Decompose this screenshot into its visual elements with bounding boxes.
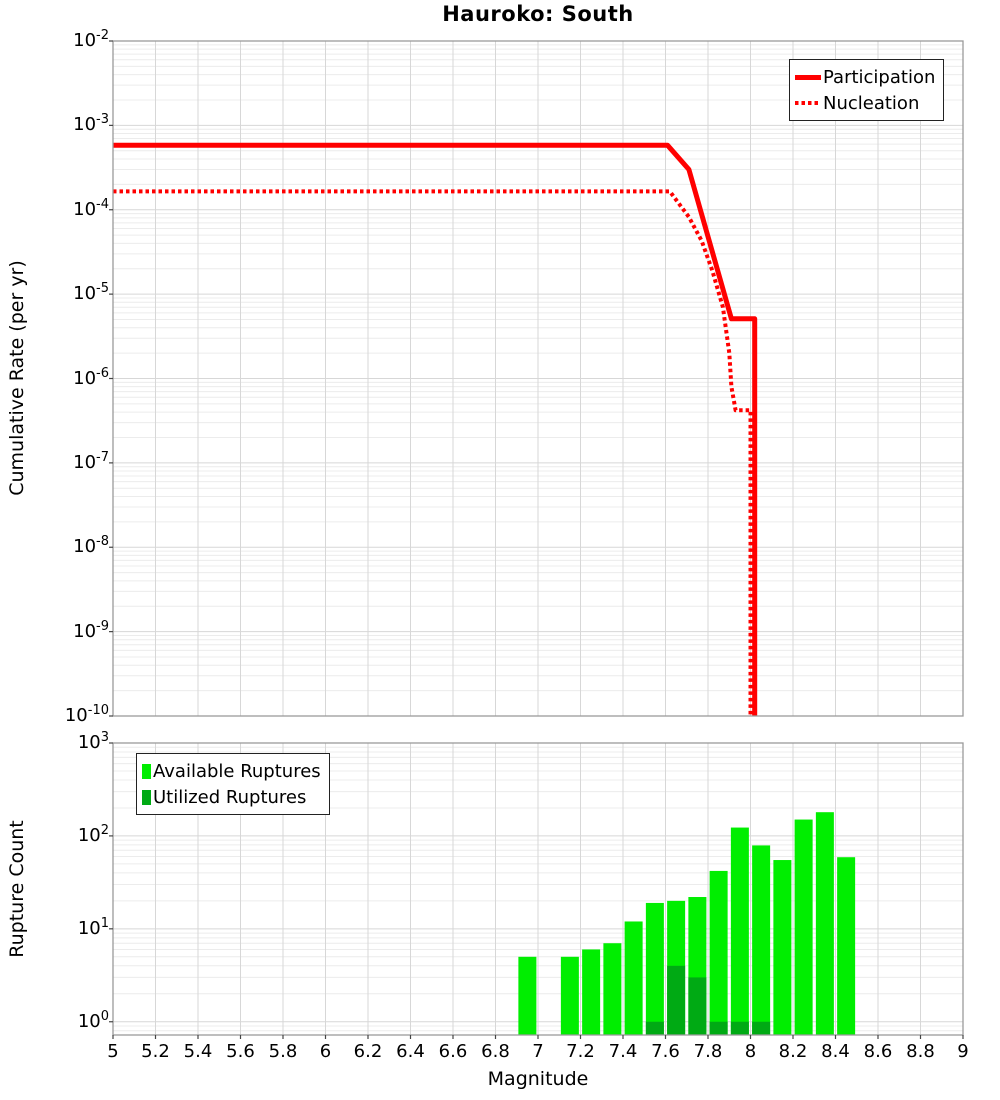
available-bar — [815, 812, 834, 1035]
utilized-bar — [709, 1021, 728, 1035]
utilized-bar — [667, 965, 686, 1035]
utilized-bar — [645, 1021, 664, 1035]
utilized-bar — [730, 1021, 749, 1035]
available-bar — [794, 819, 813, 1035]
available-bar — [837, 857, 856, 1035]
y-axis-title-bottom: Rupture Count — [6, 820, 28, 958]
x-tick-label: 8.8 — [906, 1041, 935, 1062]
y-tick-label: 10-9 — [73, 618, 109, 642]
x-tick-label: 8.6 — [863, 1041, 893, 1062]
rupture-count-plot — [109, 742, 964, 1039]
x-tick-label: 9 — [957, 1041, 969, 1062]
nucleation-line-swatch — [795, 101, 821, 105]
y-tick-label: 10-3 — [73, 112, 109, 136]
nucleation-label: Nucleation — [823, 92, 920, 114]
participation-line — [113, 142, 758, 716]
utilized-ruptures-swatch — [142, 789, 151, 805]
y-tick-label: 10-10 — [64, 703, 109, 726]
nucleation-line — [113, 189, 753, 716]
utilized-bar — [688, 977, 707, 1035]
x-tick-label: 6.8 — [481, 1041, 510, 1062]
chart-title: Hauroko: South — [442, 2, 634, 26]
legend-row-participation: Participation — [795, 64, 935, 90]
participation-line-swatch — [795, 74, 821, 80]
x-tick-label: 7.6 — [651, 1041, 680, 1062]
available-bar — [560, 956, 579, 1035]
y-tick-label: 10-5 — [73, 281, 109, 305]
y-tick-label: 10-2 — [73, 28, 109, 51]
rate-plot — [109, 40, 964, 717]
available-bar — [624, 921, 643, 1035]
participation-label: Participation — [823, 66, 936, 88]
rupture-legend: Available Ruptures Utilized Ruptures — [136, 753, 330, 815]
y-tick-label: 10-8 — [73, 534, 109, 558]
y-tick-label: 10-6 — [73, 365, 109, 389]
utilized-bar — [752, 1021, 771, 1035]
available-bar — [709, 870, 728, 1035]
x-tick-label: 6.6 — [438, 1041, 468, 1062]
available-bar — [773, 860, 792, 1035]
x-tick-label: 5.8 — [268, 1041, 298, 1062]
x-tick-label: 7.4 — [608, 1041, 638, 1062]
rate-legend: Participation Nucleation — [789, 59, 945, 121]
y-tick-label: 10-7 — [73, 449, 109, 473]
x-tick-label: 7.2 — [566, 1041, 595, 1062]
x-tick-label: 5 — [107, 1041, 119, 1062]
x-tick-label: 8.4 — [821, 1041, 850, 1062]
y-tick-label: 10-4 — [73, 196, 109, 220]
x-tick-label: 7.8 — [693, 1041, 723, 1062]
x-tick-label: 5.4 — [183, 1041, 213, 1062]
x-tick-label: 6 — [319, 1041, 332, 1062]
available-bar — [603, 943, 622, 1035]
y-axis-title-top: Cumulative Rate (per yr) — [6, 260, 28, 496]
available-ruptures-label: Available Ruptures — [153, 760, 321, 782]
available-bar — [645, 902, 664, 1035]
utilized-ruptures-label: Utilized Ruptures — [153, 786, 307, 808]
y-tick-label: 103 — [77, 730, 109, 753]
x-tick-label: 8.2 — [778, 1041, 808, 1062]
available-bar — [582, 949, 601, 1035]
y-tick-label: 100 — [77, 1008, 109, 1032]
x-tick-label: 7 — [532, 1041, 544, 1062]
available-ruptures-swatch — [142, 763, 151, 779]
x-axis-title: Magnitude — [487, 1068, 589, 1090]
legend-row-available: Available Ruptures — [142, 758, 321, 784]
legend-row-nucleation: Nucleation — [795, 90, 935, 116]
available-bar — [730, 827, 749, 1035]
y-tick-label: 102 — [77, 822, 109, 846]
x-tick-label: 8 — [744, 1041, 757, 1062]
x-tick-label: 6.2 — [353, 1041, 383, 1062]
available-bar — [752, 845, 771, 1035]
available-bar — [518, 956, 537, 1035]
legend-row-utilized: Utilized Ruptures — [142, 784, 321, 810]
x-tick-label: 6.4 — [396, 1041, 425, 1062]
y-tick-label: 101 — [77, 915, 109, 939]
x-tick-label: 5.2 — [141, 1041, 170, 1062]
x-tick-label: 5.6 — [226, 1041, 255, 1062]
